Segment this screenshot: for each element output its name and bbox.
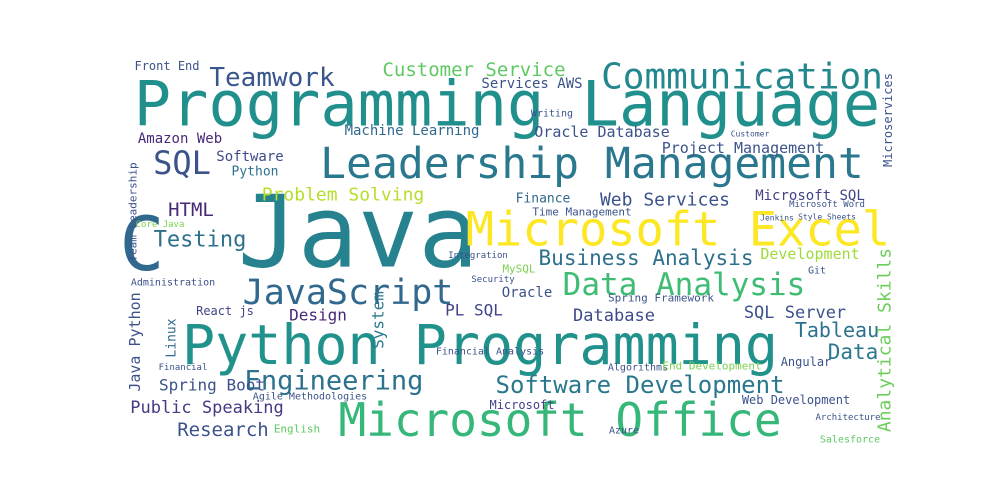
word: Finance (516, 192, 571, 207)
word: React js (196, 304, 254, 318)
word: Security (471, 275, 515, 285)
word: Python Programming (182, 313, 778, 377)
word: Financial (159, 363, 208, 373)
word: Services AWS (481, 76, 582, 92)
word: Microsoft Office (338, 393, 781, 447)
word: Testing (154, 228, 247, 253)
word: System (369, 291, 388, 349)
word: Web Services (600, 190, 730, 211)
word: Tableau (795, 318, 879, 342)
word: Git (808, 266, 826, 277)
word: Writing (531, 109, 573, 120)
word: PL SQL (445, 301, 503, 320)
word: Microsoft Word (789, 200, 865, 210)
word: HTML (168, 199, 214, 221)
word: Java (238, 174, 479, 291)
word: Communication (601, 57, 883, 98)
word: Customer Service (382, 59, 565, 81)
word: Agile Methodologies (253, 392, 367, 403)
word: Teamwork (209, 63, 335, 93)
word: Angular (781, 355, 832, 369)
word: MySQL (502, 263, 535, 276)
word: Integration (448, 251, 508, 261)
word: Design (289, 306, 347, 325)
word: Project Management (662, 139, 825, 157)
word: JavaScript (243, 273, 454, 313)
word: Team Leadership (127, 162, 140, 261)
word: Python (232, 165, 279, 180)
word: Amazon Web (138, 131, 222, 147)
word: Analytical Skills (875, 248, 896, 432)
word: Azure (609, 426, 639, 437)
word: Public Speaking (130, 398, 284, 418)
word: Machine Learning (345, 123, 480, 139)
word: SQL (153, 144, 211, 182)
word: Core Java (136, 220, 185, 230)
word: Java Python (126, 292, 144, 391)
word: Software Development (496, 371, 785, 399)
word: Style Sheets (798, 213, 856, 222)
word: Microservices (881, 73, 895, 167)
word: Oracle Database (534, 123, 669, 141)
word: Problem Solving (262, 185, 425, 206)
word: Microsoft (489, 398, 554, 412)
word: Linux (165, 318, 180, 357)
word: Data Analysis (563, 267, 806, 303)
word: C (119, 200, 164, 288)
word: Development (760, 245, 859, 263)
word: Oracle (502, 285, 553, 301)
word: Architecture (815, 413, 880, 423)
word: Research (177, 419, 269, 441)
word: Programming Language (134, 68, 881, 141)
word: Time Management (532, 206, 631, 219)
word: Leadership Management (320, 139, 864, 189)
word: Web Development (742, 393, 850, 407)
word: Microsoft SQL (755, 188, 865, 204)
word: Engineering (245, 366, 424, 397)
word: Spring Framework (608, 292, 714, 305)
word: English (274, 423, 320, 436)
word: Spring Boot (159, 376, 265, 395)
word: Front End (134, 59, 199, 73)
word: Database (573, 306, 655, 326)
word: Data (828, 340, 879, 364)
word: Salesforce (820, 435, 880, 446)
word: Business Analysis (539, 246, 754, 270)
word: Financial Analysis (436, 347, 544, 358)
word: Customer (731, 130, 770, 139)
word: Jenkins (760, 214, 794, 223)
word: Microsoft Excel (466, 203, 890, 258)
word: SQL Server (744, 303, 846, 323)
word: Software (216, 149, 283, 165)
word: End Development (662, 360, 761, 373)
word: Algorithms (608, 363, 668, 374)
word: Administration (131, 278, 215, 289)
